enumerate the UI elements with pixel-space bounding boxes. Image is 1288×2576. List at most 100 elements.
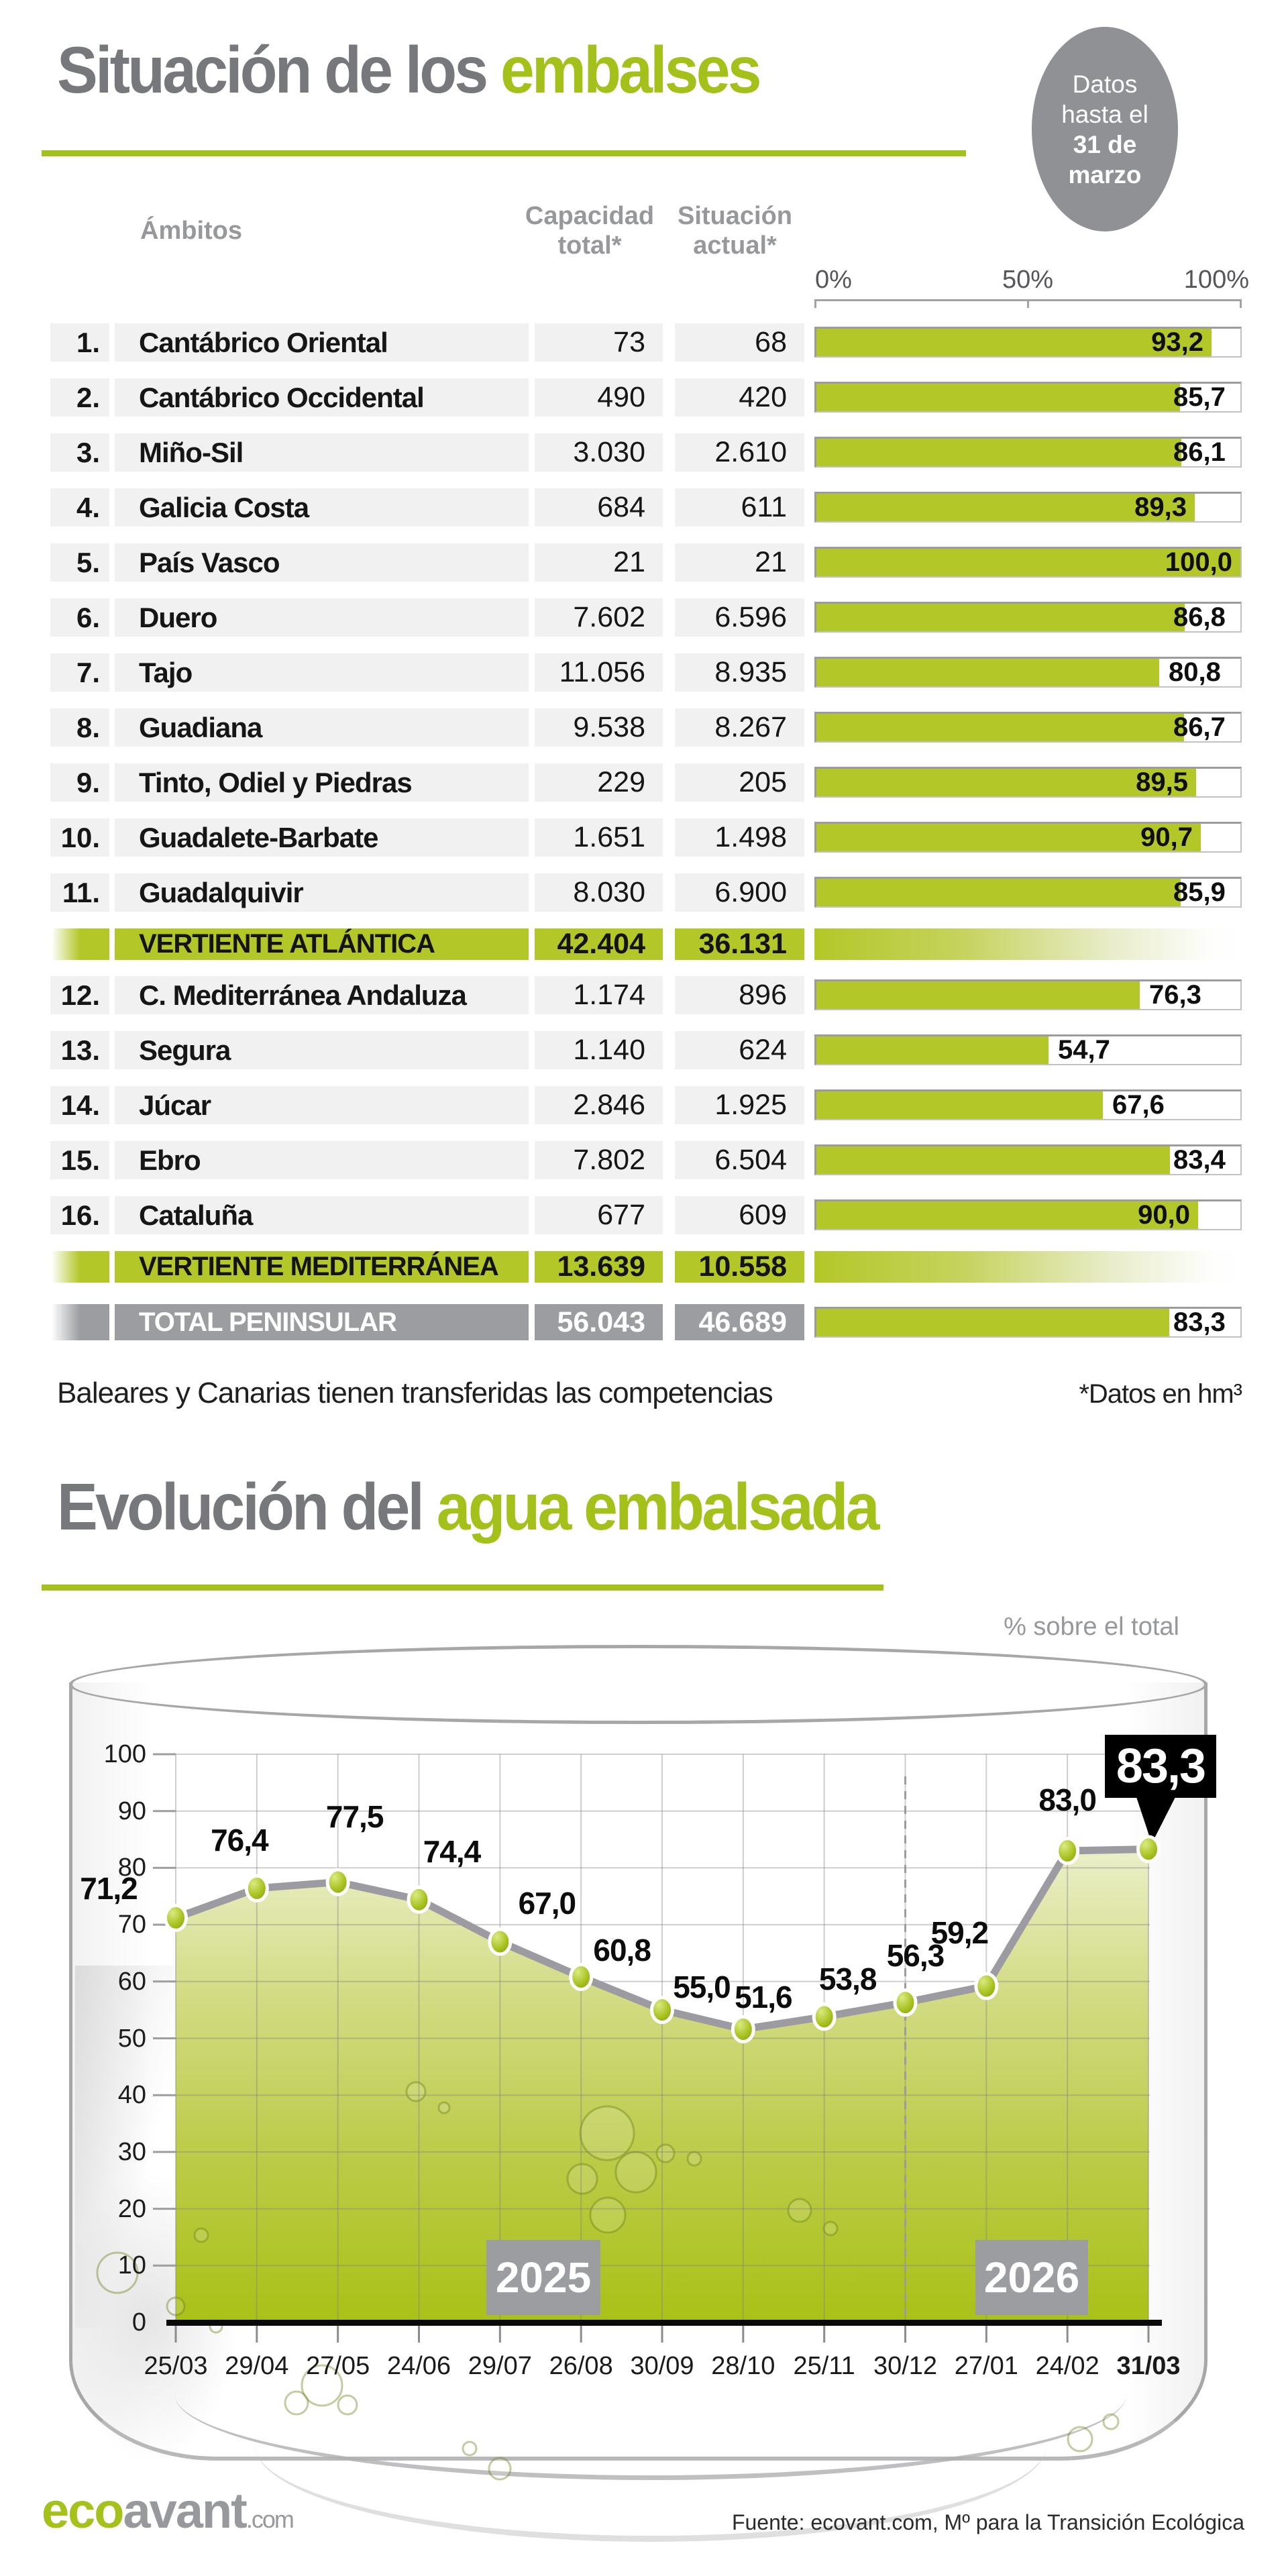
logo-avant: avant <box>123 2483 248 2538</box>
row-name: Guadalete-Barbate <box>115 818 529 857</box>
pct-bar <box>816 439 1181 466</box>
row-name: Tajo <box>115 653 529 692</box>
pct-bar <box>816 1201 1198 1229</box>
pct-bar <box>816 1309 1169 1336</box>
row-name: Segura <box>115 1031 529 1069</box>
chart-title-underline <box>42 1585 883 1591</box>
row-capacity: 229 <box>535 763 663 802</box>
logo-tld: .com <box>246 2506 294 2533</box>
value-label: 59,2 <box>930 1915 989 1950</box>
bar-track: 93,2 <box>814 327 1242 358</box>
row-situation: 896 <box>675 976 804 1014</box>
y-axis-label: 30 <box>117 2137 146 2166</box>
bar-track: 90,0 <box>814 1199 1242 1230</box>
scale-tick <box>1027 299 1029 308</box>
pct-label: 54,7 <box>1058 1035 1110 1065</box>
band-stub <box>50 1304 109 1340</box>
x-axis-label: 29/04 <box>225 2352 289 2380</box>
band-bar-fade <box>814 1251 1242 1283</box>
row-name: Tinto, Odiel y Piedras <box>115 763 529 802</box>
pct-label: 100,0 <box>1165 547 1232 577</box>
row-name: Guadiana <box>115 708 529 747</box>
pct-label: 80,8 <box>1169 657 1221 687</box>
row-number: 10. <box>50 818 109 857</box>
source-credit: Fuente: ecovant.com, Mº para la Transici… <box>731 2510 1244 2534</box>
row-capacity: 11.056 <box>535 653 663 692</box>
y-axis-label: 70 <box>117 1911 146 1939</box>
bar-track: 86,8 <box>814 602 1242 633</box>
scale-100: 100% <box>1183 266 1249 294</box>
title-underline <box>42 150 966 156</box>
row-number: 9. <box>50 763 109 802</box>
brand-logo: ecoavant.com <box>42 2482 294 2539</box>
value-label: 77,5 <box>325 1799 384 1834</box>
pct-bar <box>816 1146 1170 1174</box>
pct-label: 86,7 <box>1173 712 1226 742</box>
scale-50: 50% <box>1002 266 1054 294</box>
pct-label: 85,7 <box>1173 382 1226 412</box>
pct-bar <box>816 824 1201 851</box>
band-label: VERTIENTE MEDITERRÁNEA <box>115 1251 529 1283</box>
glass-shade <box>75 1966 176 2328</box>
pct-label: 86,8 <box>1173 602 1226 632</box>
bar-track: 86,7 <box>814 712 1242 743</box>
row-number: 4. <box>50 488 109 527</box>
x-axis-label: 29/07 <box>468 2352 532 2380</box>
badge-line: 31 de <box>1073 130 1137 158</box>
year-label-2025: 2025 <box>486 2240 600 2315</box>
row-situation: 2.610 <box>675 433 804 472</box>
glass-bottom-swirl <box>255 2348 1046 2542</box>
bar-track: 80,8 <box>814 657 1242 688</box>
y-axis-label: 80 <box>117 1854 146 1882</box>
band-capacity: 56.043 <box>535 1304 663 1340</box>
bar-track: 54,7 <box>814 1034 1242 1065</box>
x-axis-label: 28/10 <box>711 2352 775 2380</box>
value-label: 60,8 <box>593 1933 651 1968</box>
band-stub <box>50 928 109 960</box>
row-capacity: 490 <box>535 378 663 417</box>
chart-title: Evolución del agua embalsada <box>57 1469 880 1545</box>
callout-latest-value: 83,3 <box>1105 1735 1216 1798</box>
row-name: Cantábrico Occidental <box>115 378 529 417</box>
value-label: 83,0 <box>1038 1782 1097 1817</box>
y-axis-label: 60 <box>117 1967 146 1996</box>
column-header-ambitos: Ámbitos <box>140 217 242 245</box>
y-axis-label: 50 <box>117 2024 146 2053</box>
x-axis-label: 26/08 <box>549 2352 613 2380</box>
row-capacity: 2.846 <box>535 1086 663 1124</box>
pct-bar <box>816 604 1185 631</box>
row-situation: 6.596 <box>675 598 804 637</box>
x-axis-label: 30/09 <box>630 2352 694 2380</box>
pct-label: 83,3 <box>1173 1307 1226 1337</box>
pct-bar <box>816 769 1196 796</box>
bar-track: 85,9 <box>814 877 1242 908</box>
row-number: 13. <box>50 1031 109 1069</box>
page-title: Situación de los embalses <box>57 32 761 108</box>
y-axis-label: 0 <box>131 2308 146 2337</box>
row-situation: 624 <box>675 1031 804 1069</box>
bar-track: 89,5 <box>814 767 1242 798</box>
row-number: 12. <box>50 976 109 1014</box>
pct-bar <box>816 549 1240 576</box>
page-title-gray: Situación de los <box>57 33 500 107</box>
pct-bar <box>816 1091 1103 1119</box>
pct-bar <box>816 879 1181 906</box>
y-axis-label: 20 <box>117 2194 146 2223</box>
row-name: Galicia Costa <box>115 488 529 527</box>
row-name: Miño-Sil <box>115 433 529 472</box>
row-name: País Vasco <box>115 543 529 582</box>
row-name: Cataluña <box>115 1196 529 1234</box>
pct-label: 67,6 <box>1112 1090 1165 1120</box>
pct-bar <box>816 659 1159 686</box>
bar-track: 85,7 <box>814 382 1242 413</box>
x-axis-label: 25/03 <box>144 2352 208 2380</box>
row-capacity: 684 <box>535 488 663 527</box>
value-label: 74,4 <box>423 1833 482 1869</box>
row-name: Ebro <box>115 1141 529 1179</box>
row-number: 3. <box>50 433 109 472</box>
row-number: 15. <box>50 1141 109 1179</box>
band-capacity: 13.639 <box>535 1251 663 1283</box>
row-situation: 68 <box>675 323 804 362</box>
page-title-green: embalses <box>500 33 761 107</box>
pct-label: 85,9 <box>1173 877 1226 907</box>
